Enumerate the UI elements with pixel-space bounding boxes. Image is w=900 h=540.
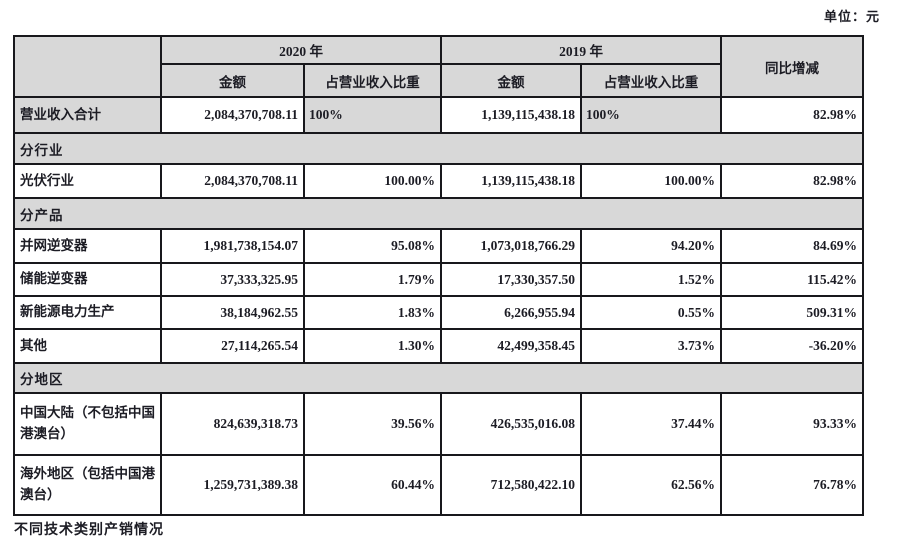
yoy-cell: 82.98% <box>720 163 864 199</box>
table-row-china-mainland: 中国大陆（不包括中国港澳台） 824,639,318.73 39.56% 426… <box>13 392 864 456</box>
amount-2019-cell: 712,580,422.10 <box>440 454 582 516</box>
table-row-grid-inverter: 并网逆变器 1,981,738,154.07 95.08% 1,073,018,… <box>13 228 864 264</box>
header-row-metrics: 金额 占营业收入比重 金额 占营业收入比重 <box>14 63 863 98</box>
ratio-2020-cell: 95.08% <box>303 228 442 264</box>
ratio-2020-header: 占营业收入比重 <box>303 63 442 98</box>
ratio-2020-cell: 1.30% <box>303 328 442 364</box>
table-row-storage-inverter: 储能逆变器 37,333,325.95 1.79% 17,330,357.50 … <box>13 262 864 297</box>
ratio-2019-cell: 100.00% <box>580 163 722 199</box>
amount-2020-cell: 2,084,370,708.11 <box>160 96 305 134</box>
row-label: 其他 <box>13 328 162 364</box>
section-label: 分产品 <box>13 197 864 230</box>
amount-2020-cell: 1,259,731,389.38 <box>160 454 305 516</box>
amount-2020-cell: 824,639,318.73 <box>160 392 305 456</box>
ratio-2019-cell: 1.52% <box>580 262 722 297</box>
row-label: 并网逆变器 <box>13 228 162 264</box>
ratio-2020-cell: 39.56% <box>303 392 442 456</box>
row-label: 海外地区（包括中国港澳台） <box>13 454 162 516</box>
corner-empty-cell <box>13 35 162 98</box>
unit-label: 单位：元 <box>823 9 880 24</box>
yoy-cell: 93.33% <box>720 392 864 456</box>
amount-2019-cell: 42,499,358.45 <box>440 328 582 364</box>
row-label: 储能逆变器 <box>13 262 162 297</box>
yoy-cell: 76.78% <box>720 454 864 516</box>
amount-2020-cell: 27,114,265.54 <box>160 328 305 364</box>
row-label: 营业收入合计 <box>13 96 162 134</box>
amount-2020-cell: 38,184,962.55 <box>160 295 305 330</box>
ratio-2019-cell: 94.20% <box>580 228 722 264</box>
ratio-2020-cell: 100.00% <box>303 163 442 199</box>
year-2019-header: 2019 年 <box>440 35 722 65</box>
row-label: 新能源电力生产 <box>13 295 162 330</box>
table-row-total: 营业收入合计 2,084,370,708.11 100% 1,139,115,4… <box>13 96 864 134</box>
year-2020-header: 2020 年 <box>160 35 442 65</box>
ratio-2020-cell: 1.83% <box>303 295 442 330</box>
yoy-cell: -36.20% <box>720 328 864 364</box>
yoy-cell: 84.69% <box>720 228 864 264</box>
yoy-cell: 115.42% <box>720 262 864 297</box>
amount-2019-cell: 1,139,115,438.18 <box>440 163 582 199</box>
yoy-cell: 509.31% <box>720 295 864 330</box>
row-label: 光伏行业 <box>13 163 162 199</box>
header-row-years: 2020 年 2019 年 同比增减 <box>13 35 864 98</box>
ratio-2019-cell: 62.56% <box>580 454 722 516</box>
ratio-2019-header: 占营业收入比重 <box>580 63 722 98</box>
section-row-region: 分地区 <box>13 362 864 394</box>
ratio-2020-cell: 60.44% <box>303 454 442 516</box>
amount-2019-cell: 17,330,357.50 <box>440 262 582 297</box>
ratio-2019-cell: 100% <box>580 96 722 134</box>
amount-2019-cell: 1,139,115,438.18 <box>440 96 582 134</box>
revenue-breakdown-table: 2020 年 2019 年 同比增减 金额 占营业收入比重 金额 占营业收入比重… <box>13 35 864 516</box>
amount-2020-cell: 1,981,738,154.07 <box>160 228 305 264</box>
ratio-2020-cell: 1.79% <box>303 262 442 297</box>
table-row-new-energy-power: 新能源电力生产 38,184,962.55 1.83% 6,266,955.94… <box>13 295 864 330</box>
section-label: 分行业 <box>13 132 864 165</box>
ratio-2019-cell: 37.44% <box>580 392 722 456</box>
row-label: 中国大陆（不包括中国港澳台） <box>13 392 162 456</box>
amount-2020-header: 金额 <box>160 63 305 98</box>
section-row-product: 分产品 <box>13 197 864 230</box>
ratio-2019-cell: 3.73% <box>580 328 722 364</box>
amount-2020-cell: 37,333,325.95 <box>160 262 305 297</box>
amount-2019-cell: 6,266,955.94 <box>440 295 582 330</box>
amount-2019-cell: 1,073,018,766.29 <box>440 228 582 264</box>
amount-2020-cell: 2,084,370,708.11 <box>160 163 305 199</box>
table-row-overseas: 海外地区（包括中国港澳台） 1,259,731,389.38 60.44% 71… <box>13 454 864 516</box>
table-row-other: 其他 27,114,265.54 1.30% 42,499,358.45 3.7… <box>13 328 864 364</box>
ratio-2019-cell: 0.55% <box>580 295 722 330</box>
table-row-pv-industry: 光伏行业 2,084,370,708.11 100.00% 1,139,115,… <box>13 163 864 199</box>
amount-2019-header: 金额 <box>440 63 582 98</box>
section-row-industry: 分行业 <box>13 132 864 165</box>
yoy-cell: 82.98% <box>720 96 864 134</box>
amount-2019-cell: 426,535,016.08 <box>440 392 582 456</box>
section-label: 分地区 <box>13 362 864 394</box>
section-title-tech-category: 不同技术类别产销情况 <box>14 523 164 538</box>
ratio-2020-cell: 100% <box>303 96 442 134</box>
yoy-header: 同比增减 <box>720 35 864 98</box>
